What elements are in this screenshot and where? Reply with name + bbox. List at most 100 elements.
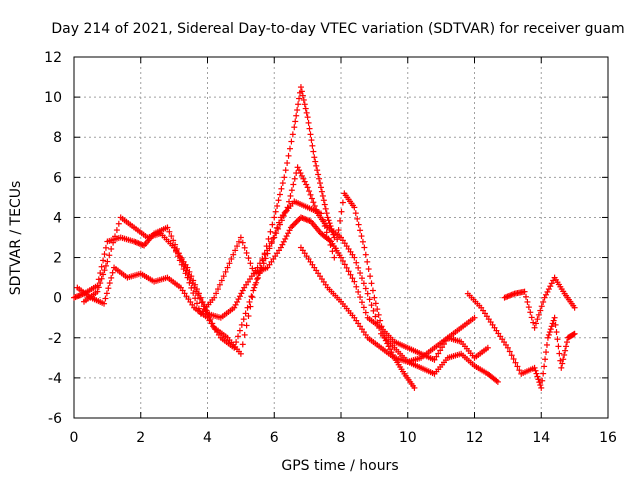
data-point [260,260,267,267]
data-point [540,298,547,305]
data-point [558,364,565,371]
data-point [331,254,338,261]
data-point [371,294,378,301]
y-tick-label: 10 [44,90,62,106]
data-point [194,286,201,293]
data-point [308,137,315,144]
data-point [297,170,304,177]
data-point [351,254,358,261]
data-point [322,205,329,212]
data-point [228,255,235,262]
data-point [508,352,515,359]
data-point [269,221,276,228]
data-point [270,235,277,242]
data-point [115,220,122,227]
data-point [294,164,301,171]
data-point [349,275,356,282]
x-tick-label: 10 [399,430,417,446]
x-tick-label: 12 [466,430,484,446]
data-point [544,334,551,341]
data-point [553,329,560,336]
data-point [101,251,108,258]
data-point [245,255,252,262]
data-point [282,208,289,215]
data-point [307,131,314,138]
data-point [536,379,543,386]
data-point [285,230,292,237]
data-point [249,265,256,272]
data-point [551,314,558,321]
y-tick-label: -4 [48,371,62,387]
data-point [367,273,374,280]
data-point [382,337,389,344]
data-point [166,228,173,235]
data-point [266,245,273,252]
data-point [222,268,229,275]
data-point [105,285,112,292]
data-point [190,290,197,297]
data-point [230,251,237,258]
data-point [240,316,247,323]
data-point [286,198,293,205]
data-point [377,317,384,324]
data-point [362,251,369,258]
data-point [538,384,545,391]
data-point [279,241,286,248]
x-tick-label: 8 [337,430,346,446]
data-point [319,216,326,223]
data-point [251,284,258,291]
data-point [369,287,376,294]
data-point [275,197,282,204]
data-point [255,274,262,281]
data-point [109,269,116,276]
data-point [268,240,275,247]
x-tick-label: 2 [136,430,145,446]
data-point [282,167,289,174]
series-track-5 [297,244,491,365]
data-point [549,320,556,327]
data-point [239,287,246,294]
y-tick-label: -6 [48,411,62,427]
data-point [226,260,233,267]
chart-title: Day 214 of 2021, Sidereal Day-to-day VTE… [51,21,624,37]
data-point [357,270,364,277]
data-point [563,343,570,350]
data-point [347,271,354,278]
data-point [195,290,202,297]
data-point [95,284,102,291]
data-point [285,152,292,159]
data-point [548,323,555,330]
data-point [522,293,529,300]
data-point [521,288,528,295]
data-point [561,351,568,358]
data-point [534,373,541,380]
data-point [235,296,242,303]
data-point [289,223,296,230]
data-point [341,261,348,268]
data-point [253,279,260,286]
data-point [355,288,362,295]
data-point [190,277,197,284]
data-point [278,185,285,192]
x-tick-label: 14 [532,430,550,446]
data-point [239,239,246,246]
data-point [306,188,313,195]
data-point [351,278,358,285]
y-axis-label: SDTVAR / TECUs [8,181,24,296]
data-point [555,343,562,350]
data-point [300,175,307,182]
data-point [544,288,551,295]
data-point [290,221,297,228]
data-point [186,268,193,275]
data-point [317,184,324,191]
data-point [287,192,294,199]
data-point [283,233,290,240]
tick-labels: 0 2 4 6 8 10 12 14 16 -6 -4 -2 0 2 4 6 8 10 12 [44,50,617,446]
data-point [537,382,544,389]
data-point [532,367,539,374]
data-point [324,214,331,221]
data-point [97,280,104,287]
data-point [556,350,563,357]
data-point [543,291,550,298]
data-point [243,249,250,256]
